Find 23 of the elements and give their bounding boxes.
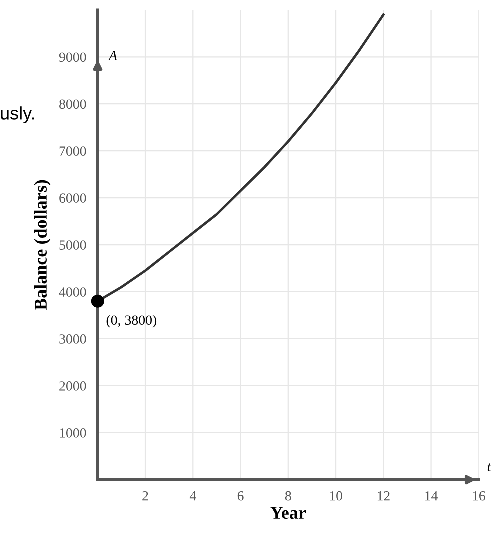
x-tick-label: 2	[142, 491, 148, 501]
y-tick-label: 1000	[60, 428, 86, 438]
x-tick-label: 14	[426, 491, 438, 501]
y-axis-title: Balance (dollars)	[34, 180, 51, 310]
annotation: (0, 3800)	[106, 315, 157, 328]
x-axis-title: Year	[270, 507, 306, 520]
y-tick-label: 9000	[59, 52, 86, 62]
y-tick-label: 5000	[60, 240, 86, 250]
text: usly.	[1, 106, 34, 124]
y-tick-label: 2000	[60, 382, 86, 391]
y-tick-label: 6000	[60, 194, 86, 204]
annotation: A	[108, 51, 118, 60]
x-tick-label: 16	[473, 491, 486, 501]
y-tick-label: 3000	[60, 334, 86, 344]
x-tick-label: 4	[190, 492, 196, 501]
text: t	[488, 464, 492, 472]
x-tick-label: 12	[378, 491, 390, 501]
y-tick-label: 8000	[60, 100, 86, 110]
x-tick-label: 10	[330, 491, 342, 501]
y-tick-label: 7000	[60, 146, 86, 156]
x-tick-label: 8	[285, 491, 292, 501]
x-tick-label: 6	[238, 491, 244, 501]
y-tick-label: 4000	[59, 288, 86, 297]
